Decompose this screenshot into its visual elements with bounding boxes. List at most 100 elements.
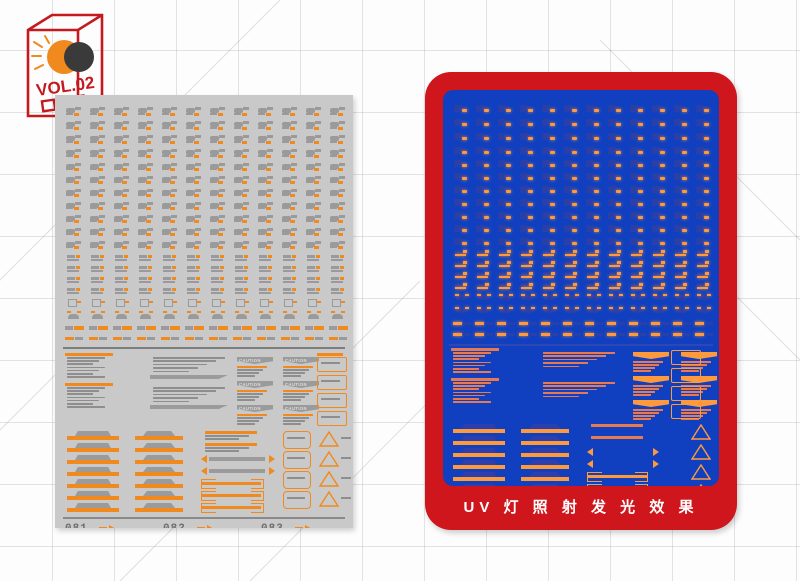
decal-text-line — [283, 393, 309, 395]
decal-text-line — [153, 367, 198, 369]
uv-stripe-dark — [529, 484, 561, 486]
uv-decal-mark — [475, 271, 495, 280]
decal-mark — [113, 336, 133, 342]
decal-mark — [329, 149, 349, 158]
uv-decal-mark — [673, 260, 693, 269]
decal-mark — [185, 325, 205, 332]
decal-mark — [113, 107, 133, 116]
uv-decal-mark — [651, 294, 671, 303]
stripe-orange — [67, 448, 119, 452]
uv-decal-mark — [673, 321, 693, 330]
decal-mark — [329, 215, 349, 223]
uv-decal-mark — [519, 307, 539, 316]
decal-mark — [257, 287, 277, 294]
uv-decal-mark — [585, 185, 605, 194]
uv-decal-mark — [585, 118, 605, 127]
uv-decal-mark — [563, 132, 583, 141]
uv-decal-mark — [541, 132, 561, 141]
decal-text-line — [67, 399, 99, 402]
uv-decal-mark — [673, 237, 693, 246]
stripe-gray — [143, 443, 175, 448]
caution-chip — [237, 381, 273, 388]
decal-mark — [137, 202, 157, 210]
uv-decal-mark — [651, 104, 671, 113]
stripe-orange — [201, 494, 261, 497]
uv-text-line — [633, 370, 651, 372]
uv-decal-mark — [563, 282, 583, 291]
uv-decal-mark — [497, 224, 517, 233]
decal-mark — [233, 163, 253, 171]
decal-mark — [305, 325, 325, 332]
decal-text-line — [341, 457, 351, 459]
uv-decal-mark — [497, 104, 517, 113]
uv-text-line — [681, 415, 703, 417]
uv-decal-mark — [563, 104, 583, 113]
decal-mark — [137, 176, 157, 184]
decal-mark — [281, 202, 301, 210]
uv-decal-mark — [673, 249, 693, 258]
uv-text-line — [543, 395, 579, 398]
uv-decal-mark — [541, 211, 561, 220]
sheet-divider-1 — [63, 347, 345, 349]
stripe-gray — [143, 431, 175, 436]
uv-decal-mark — [607, 198, 627, 207]
decal-mark — [329, 107, 349, 116]
stripe-gray — [75, 467, 111, 472]
uv-decal-mark — [519, 146, 539, 155]
stripe-gray — [143, 455, 175, 460]
uv-decal-mark — [497, 198, 517, 207]
uv-glow-field: 0810820830840850860870880890900910920102… — [443, 90, 719, 486]
uv-stripe — [521, 429, 569, 433]
decal-mark — [329, 287, 349, 294]
decal-mark — [89, 121, 109, 130]
uv-decal-mark — [673, 332, 693, 341]
decal-mark — [137, 325, 157, 332]
uv-text-line — [543, 355, 606, 357]
decal-mark — [185, 254, 205, 261]
decal-mark — [233, 215, 253, 223]
uv-decal-mark — [607, 294, 627, 303]
decal-mark — [89, 336, 109, 342]
stripe-gray — [75, 503, 111, 508]
decal-mark — [257, 311, 277, 320]
uv-warning-triangle-icon — [691, 424, 711, 440]
uv-decal-mark — [453, 321, 473, 330]
uv-decal-mark — [453, 185, 473, 194]
stripe-orange — [67, 484, 119, 488]
decal-mark — [137, 265, 157, 272]
uv-decal-mark — [519, 332, 539, 341]
decal-mark — [65, 215, 85, 223]
decal-mark — [137, 107, 157, 116]
uv-decal-mark — [497, 332, 517, 341]
decal-text-line — [205, 438, 239, 440]
uv-decal-mark — [519, 282, 539, 291]
uv-decal-mark — [585, 307, 605, 316]
uv-decal-mark — [607, 282, 627, 291]
arrow-right-icon — [305, 525, 312, 528]
uv-arrow-right-icon — [653, 460, 659, 468]
decal-mark — [305, 241, 325, 249]
uv-text-line — [453, 358, 479, 360]
uv-text-line — [543, 382, 615, 384]
decal-text-line — [341, 497, 351, 499]
uv-decal-mark — [541, 307, 561, 316]
uv-decal-mark — [629, 294, 649, 303]
decal-text-line — [67, 406, 105, 408]
uv-text-line — [633, 412, 659, 414]
decal-mark — [257, 215, 277, 223]
uv-text-line — [543, 365, 579, 368]
decal-mark — [89, 107, 109, 116]
uv-decal-mark — [607, 332, 627, 341]
decal-mark — [329, 325, 349, 332]
uv-decal-mark — [673, 307, 693, 316]
decal-mark — [233, 149, 253, 158]
uv-decal-mark — [585, 249, 605, 258]
warning-triangle-icon — [319, 431, 339, 447]
uv-warning-triangle-icon — [691, 444, 711, 460]
decal-mark — [89, 254, 109, 261]
decal-mark — [65, 336, 85, 342]
uv-decal-mark — [519, 294, 539, 303]
uv-decal-mark — [453, 211, 473, 220]
uv-decal-mark — [541, 332, 561, 341]
